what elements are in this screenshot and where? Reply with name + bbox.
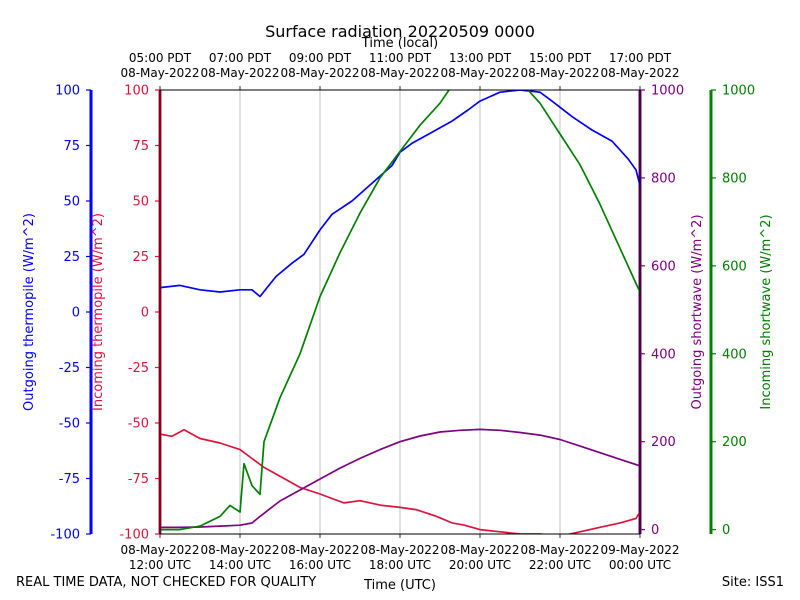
series-line-incoming-thermopile — [160, 428, 640, 534]
outgoing-thermopile-axis-tick-label: 50 — [63, 195, 80, 210]
incoming-shortwave-axis-tick-label: 400 — [722, 347, 747, 362]
outgoing-thermopile-axis-tick-label: 100 — [55, 84, 80, 99]
outgoing-thermopile-axis-label: Outgoing thermopile (W/m^2) — [22, 213, 37, 411]
top-tick-label-time: 05:00 PDT — [129, 51, 192, 65]
grid-lines — [239, 90, 561, 534]
outgoing-thermopile-axis-tick-label: -25 — [59, 361, 80, 376]
outgoing-shortwave-axis-tick-label: 400 — [651, 347, 676, 362]
incoming-thermopile-axis-tick-label: 0 — [141, 306, 149, 321]
x-tick-label-time: 20:00 UTC — [449, 558, 511, 572]
incoming-shortwave-axis-tick-label: 1000 — [722, 84, 755, 99]
top-tick-label-date: 08-May-2022 — [120, 66, 199, 80]
series-group — [160, 90, 640, 534]
outgoing-shortwave-axis-tick-label: 1000 — [651, 84, 684, 99]
incoming-thermopile-axis-label: Incoming thermopile (W/m^2) — [91, 213, 106, 411]
x-tick-label-time: 14:00 UTC — [209, 558, 271, 572]
top-tick-label-time: 09:00 PDT — [289, 51, 352, 65]
outgoing-shortwave-axis-tick-label: 200 — [651, 435, 676, 450]
incoming-shortwave-axis-label: Incoming shortwave (W/m^2) — [759, 214, 774, 409]
incoming-thermopile-axis-tick-label: -100 — [119, 528, 149, 543]
x-tick-label-date: 08-May-2022 — [440, 543, 519, 557]
incoming-shortwave-axis-tick-label: 800 — [722, 171, 747, 186]
quality-note: REAL TIME DATA, NOT CHECKED FOR QUALITY — [16, 575, 317, 590]
x-tick-label-date: 08-May-2022 — [120, 543, 199, 557]
top-tick-label-time: 17:00 PDT — [609, 51, 672, 65]
top-tick-label-time: 15:00 PDT — [529, 51, 592, 65]
top-tick-label-date: 08-May-2022 — [200, 66, 279, 80]
top-tick-label-date: 08-May-2022 — [440, 66, 519, 80]
x-tick-label-date: 08-May-2022 — [280, 543, 359, 557]
outgoing-shortwave-axis-tick-label: 800 — [651, 171, 676, 186]
plot-frame — [159, 89, 641, 535]
incoming-thermopile-axis-tick-label: -25 — [128, 361, 149, 376]
outgoing-thermopile-axis-tick-label: 75 — [63, 139, 80, 154]
outgoing-shortwave-axis-tick-label: 600 — [651, 259, 676, 274]
outgoing-thermopile-axis-tick-label: -100 — [50, 528, 80, 543]
top-tick-label-date: 08-May-2022 — [520, 66, 599, 80]
top-tick-label-date: 08-May-2022 — [600, 66, 679, 80]
x-tick-label-date: 09-May-2022 — [600, 543, 679, 557]
x-tick-label-time: 18:00 UTC — [369, 558, 431, 572]
site-label: Site: ISS1 — [721, 575, 784, 590]
incoming-thermopile-axis-tick-label: -75 — [128, 472, 149, 487]
x-tick-label-time: 00:00 UTC — [609, 558, 671, 572]
x-tick-label-date: 08-May-2022 — [200, 543, 279, 557]
bottom-axis-label: Time (UTC) — [363, 578, 436, 593]
incoming-shortwave-axis-tick-label: 200 — [722, 435, 747, 450]
outgoing-thermopile-axis-tick-label: 0 — [72, 306, 80, 321]
incoming-shortwave-axis-tick-label: 0 — [722, 523, 730, 538]
outgoing-shortwave-axis-label: Outgoing shortwave (W/m^2) — [690, 214, 705, 409]
top-tick-label-time: 13:00 PDT — [449, 51, 512, 65]
top-tick-label-time: 07:00 PDT — [209, 51, 272, 65]
incoming-thermopile-axis-tick-label: 50 — [132, 195, 149, 210]
incoming-thermopile-axis-tick-label: 75 — [132, 139, 149, 154]
top-tick-label-date: 08-May-2022 — [360, 66, 439, 80]
x-tick-label-time: 12:00 UTC — [129, 558, 191, 572]
incoming-thermopile-axis-tick-label: -50 — [128, 417, 149, 432]
top-tick-label-date: 08-May-2022 — [280, 66, 359, 80]
chart-title: Surface radiation 20220509 0000 — [265, 22, 535, 41]
outgoing-thermopile-axis-tick-label: -75 — [59, 472, 80, 487]
incoming-shortwave-axis-tick-label: 600 — [722, 259, 747, 274]
outgoing-shortwave-axis-tick-label: 0 — [651, 523, 659, 538]
incoming-thermopile-axis-tick-label: 25 — [132, 250, 149, 265]
outgoing-thermopile-axis-tick-label: 25 — [63, 250, 80, 265]
x-tick-label-date: 08-May-2022 — [520, 543, 599, 557]
series-line-incoming-shortwave — [160, 90, 640, 531]
top-axis-label: Time (local) — [361, 36, 438, 51]
x-tick-label-date: 08-May-2022 — [360, 543, 439, 557]
incoming-thermopile-axis-tick-label: 100 — [124, 84, 149, 99]
x-tick-label-time: 22:00 UTC — [529, 558, 591, 572]
x-tick-label-time: 16:00 UTC — [289, 558, 351, 572]
top-tick-label-time: 11:00 PDT — [369, 51, 432, 65]
series-line-outgoing-shortwave — [160, 428, 640, 529]
outgoing-thermopile-axis-tick-label: -50 — [59, 417, 80, 432]
